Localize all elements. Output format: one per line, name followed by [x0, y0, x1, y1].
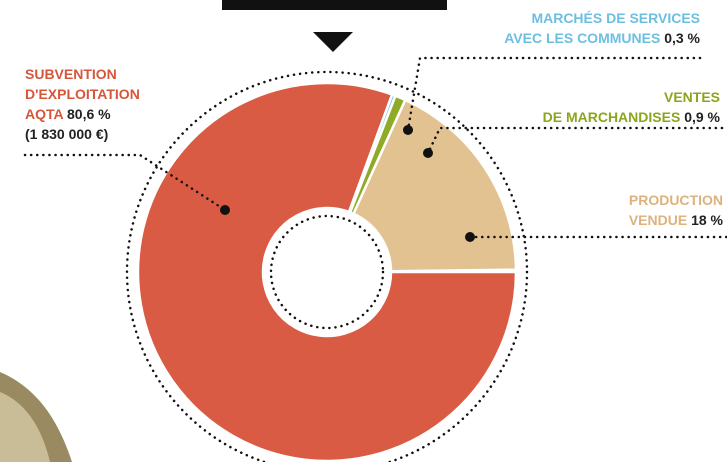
infographic: SUBVENTION D'EXPLOITATION AQTA 80,6 %(1 …	[0, 0, 727, 462]
value-label: 0,9 %	[684, 109, 720, 125]
label: PRODUCTION VENDUE 18 %	[629, 190, 723, 230]
value-label: 80,6 %	[67, 106, 111, 122]
value-label: 18 %	[691, 212, 723, 228]
leader-dot	[220, 205, 230, 215]
label: MARCHÉS DE SERVICES AVEC LES COMMUNES 0,…	[504, 8, 700, 48]
leader-dot	[403, 125, 413, 135]
pointer-triangle	[313, 32, 353, 52]
label: VENTES DE MARCHANDISES 0,9 %	[543, 87, 720, 127]
dotted-outline	[271, 216, 383, 328]
annotation: (1 830 000 €)	[25, 126, 108, 142]
leader-dot	[423, 148, 433, 158]
header-bar	[222, 0, 447, 10]
value-label: 0,3 %	[664, 30, 700, 46]
leader-dot	[465, 232, 475, 242]
label: SUBVENTION D'EXPLOITATION AQTA 80,6 %(1 …	[25, 64, 140, 144]
